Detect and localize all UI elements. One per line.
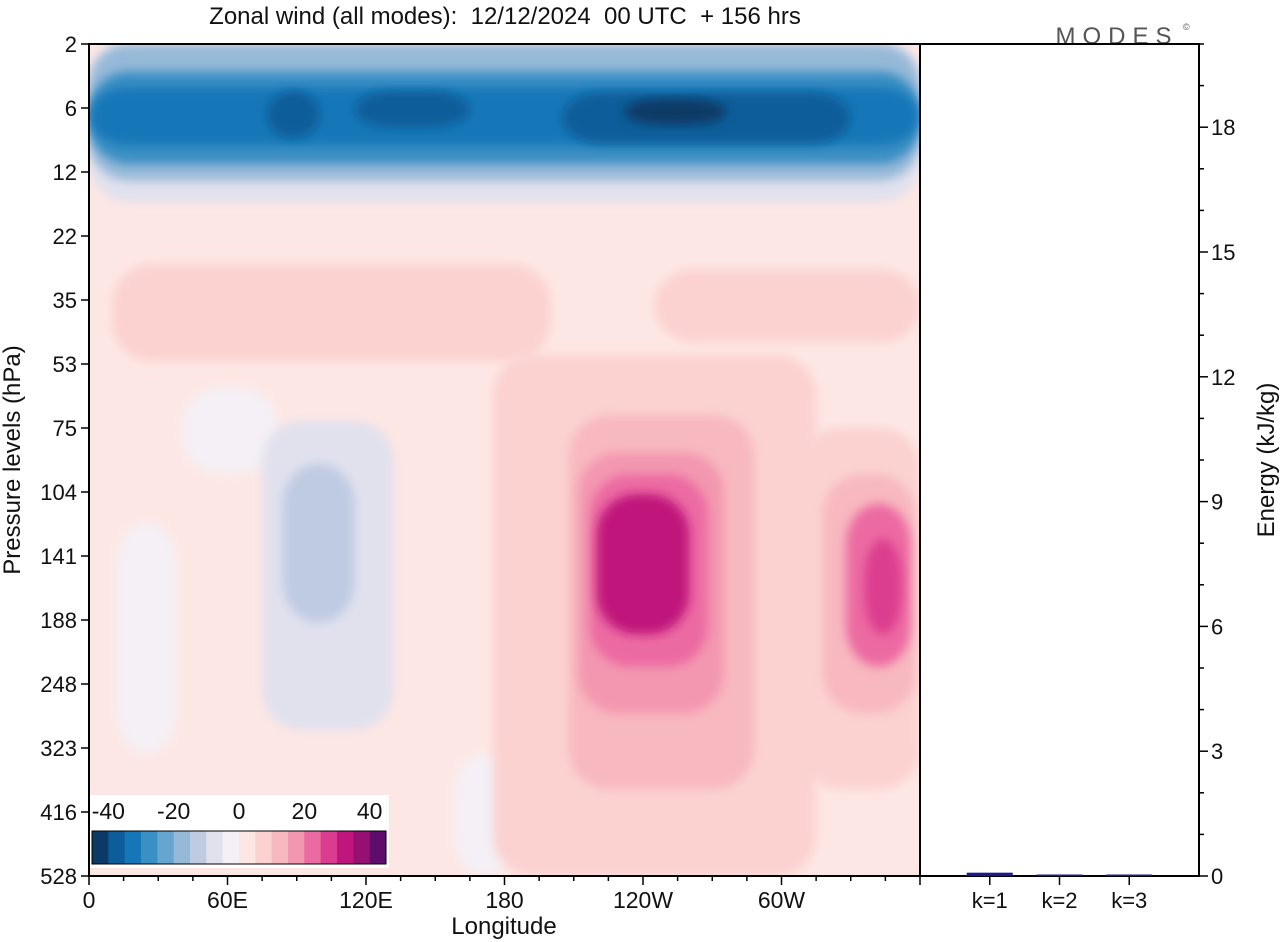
colorbar-tick-label: -20: [157, 798, 190, 824]
brand-mark: ©: [1183, 22, 1190, 32]
colorbar-swatch: [92, 831, 109, 864]
colorbar-swatch: [304, 831, 322, 864]
colorbar-swatch: [222, 831, 240, 864]
colorbar-swatch: [255, 831, 273, 864]
pressure-axis: 2 6 12 22 35 53 75 104 141 188 248 323 416 528: [40, 32, 89, 889]
chart-title: Zonal wind (all modes): 12/12/2024 00 UT…: [209, 3, 801, 30]
y-tick-label: 188: [40, 608, 77, 633]
colorbar-swatch: [337, 831, 354, 864]
energy-tick-label: 12: [1211, 365, 1235, 390]
contour-weak-easterly: [282, 463, 355, 623]
y-tick-label: 12: [53, 160, 77, 185]
x-axis-label: Longitude: [451, 913, 556, 940]
energy-category-label: k=3: [1111, 888, 1147, 913]
colorbar-swatch: [239, 831, 256, 864]
y-tick-label: 104: [40, 480, 77, 505]
colorbar-border: [91, 830, 387, 865]
y-tick-label: 6: [65, 96, 77, 121]
y-tick-label: 35: [53, 288, 77, 313]
energy-axis: 0 3 6 9 12 15 18: [1199, 43, 1235, 889]
heatmap-field: [89, 44, 920, 876]
contour-weak-easterly: [116, 522, 177, 754]
colorbar-tick-label: 20: [292, 798, 318, 824]
x-tick-label: 60E: [207, 887, 248, 913]
colorbar-swatch: [353, 831, 371, 864]
energy-bars: k=1 k=2 k=3: [966, 872, 1153, 913]
y-tick-label: 53: [53, 352, 77, 377]
contour-easterly-core: [624, 98, 727, 125]
contour-weak-easterly: [181, 386, 279, 475]
energy-tick-label: 18: [1211, 115, 1235, 140]
colorbar-swatch: [157, 831, 175, 864]
energy-tick-label: 0: [1211, 864, 1223, 889]
contour-easterly-core: [266, 91, 320, 138]
energy-tick-label: 15: [1211, 240, 1235, 265]
colorbar: -40 -20 0 20 40: [89, 795, 389, 868]
x-tick-label: 0: [83, 887, 96, 913]
colorbar-swatch: [206, 831, 224, 864]
energy-bar: [1036, 874, 1083, 876]
x-tick-label: 180: [485, 887, 523, 913]
energy-category-label: k=1: [972, 888, 1008, 913]
energy-category-label: k=2: [1041, 888, 1077, 913]
energy-panel: [919, 43, 1200, 877]
x-tick-label: 60W: [758, 887, 806, 913]
y-tick-label: 141: [40, 544, 77, 569]
contour-jet-core: [596, 494, 690, 635]
contour-westerly-band: [654, 269, 920, 343]
y-tick-label: 22: [53, 224, 77, 249]
energy-tick-label: 6: [1211, 614, 1223, 639]
y-tick-label: 248: [40, 672, 77, 697]
colorbar-swatch: [271, 831, 289, 864]
energy-bar: [1106, 874, 1153, 876]
colorbar-swatch: [320, 831, 338, 864]
colorbar-tick-label: 0: [233, 798, 246, 824]
colorbar-tick-label: -40: [92, 798, 125, 824]
colorbar-swatch: [141, 831, 158, 864]
colorbar-swatch: [288, 831, 305, 864]
x-tick-label: 120W: [613, 887, 673, 913]
energy-bar: [966, 872, 1013, 876]
y-axis-label: Pressure levels (hPa): [0, 345, 26, 574]
contour-easterly-core: [354, 91, 470, 128]
contour-jet-core: [864, 538, 902, 635]
colorbar-swatch: [190, 831, 207, 864]
contour-westerly-band: [112, 264, 551, 362]
colorbar-swatch: [173, 831, 191, 864]
y-tick-label: 528: [40, 864, 77, 889]
y-tick-label: 416: [40, 800, 77, 825]
colorbar-tick-label: 40: [357, 798, 383, 824]
longitude-axis: 0 60E 120E 180 120W 60W: [83, 876, 921, 913]
colorbar-swatch: [369, 831, 387, 864]
y-tick-label: 323: [40, 736, 77, 761]
y-tick-label: 2: [65, 32, 77, 57]
energy-tick-label: 3: [1211, 739, 1223, 764]
x-tick-label: 120E: [339, 887, 393, 913]
energy-tick-label: 9: [1211, 490, 1223, 515]
colorbar-swatch: [124, 831, 142, 864]
colorbar-swatch: [108, 831, 126, 864]
energy-axis-label: Energy (kJ/kg): [1253, 383, 1280, 538]
y-tick-label: 75: [53, 416, 77, 441]
